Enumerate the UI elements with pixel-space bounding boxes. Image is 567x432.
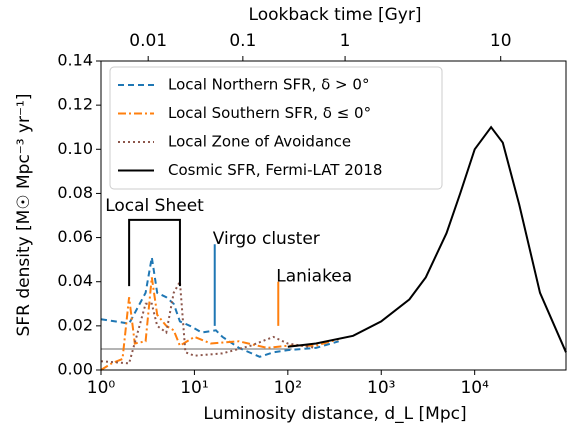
legend-box xyxy=(109,66,443,190)
x2-tick-label: 10 xyxy=(490,31,512,51)
y-tick-label: 0.04 xyxy=(57,271,93,290)
x-tick-label: 10² xyxy=(274,378,302,398)
x2-tick-label: 1 xyxy=(340,31,351,51)
annotation-bracket xyxy=(128,218,181,287)
legend-label: Local Southern SFR, δ ≤ 0° xyxy=(168,104,371,122)
y-tick-label: 0.08 xyxy=(57,183,93,202)
y-tick-label: 0.10 xyxy=(57,139,93,158)
legend-label: Local Zone of Avoidance xyxy=(168,133,351,151)
x-axis-label: Luminosity distance, d_L [Mpc] xyxy=(203,404,466,424)
x-tick-label: 10⁴ xyxy=(460,378,489,398)
x2-tick-label: 0.1 xyxy=(229,31,256,51)
y-tick-label: 0.00 xyxy=(57,360,93,379)
x-tick-label: 10⁰ xyxy=(87,378,116,398)
annotation-text: Local Sheet xyxy=(105,196,204,216)
x-tick-label: 10¹ xyxy=(180,378,208,398)
y-tick-label: 0.02 xyxy=(57,315,93,334)
series-line xyxy=(100,257,339,358)
legend-label: Cosmic SFR, Fermi-LAT 2018 xyxy=(168,161,382,179)
y-axis-label: SFR density [M☉ Mpc⁻³ yr⁻¹] xyxy=(14,94,34,337)
annotation-text: Virgo cluster xyxy=(213,229,320,249)
legend-label: Local Northern SFR, δ > 0° xyxy=(168,76,369,94)
plot-frame xyxy=(100,60,567,371)
x-tick-label: 10³ xyxy=(367,378,395,398)
series-line xyxy=(100,278,317,365)
y-tick-label: 0.06 xyxy=(57,227,93,246)
y-tick-label: 0.14 xyxy=(57,51,93,70)
x2-axis-label: Lookback time [Gyr] xyxy=(249,5,422,25)
y-tick-label: 0.12 xyxy=(57,95,93,114)
series-line xyxy=(100,277,339,371)
annotation-text: Laniakea xyxy=(276,267,352,287)
x2-tick-label: 0.01 xyxy=(129,31,167,51)
series-line xyxy=(287,125,567,353)
